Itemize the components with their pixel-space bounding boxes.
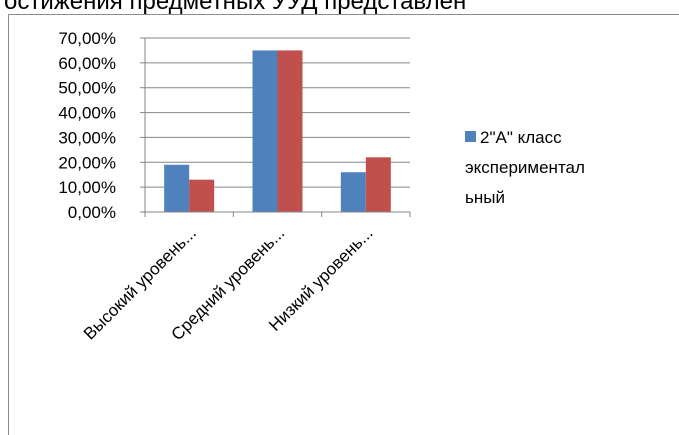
bar-series-2-1 <box>189 179 215 212</box>
bar-series-2-3 <box>365 157 391 212</box>
legend: 2"А" класс экспериментал ьный <box>465 123 679 213</box>
bar-series-1-3 <box>340 172 366 212</box>
bar-chart: 0,00% 10,00% 20,00% 30,00% 40,00% 50,00% 60,00… <box>58 29 411 344</box>
header-text: остижения предметных УУД представлен <box>4 0 467 15</box>
bars <box>164 50 391 212</box>
y-tick-label: 50,00% <box>58 79 116 98</box>
y-tick-label: 10,00% <box>58 178 116 197</box>
y-tick-label: 70,00% <box>58 29 116 48</box>
y-tick-label: 40,00% <box>58 104 116 123</box>
bar-series-1-2 <box>252 50 278 212</box>
x-category-labels: Высокий уровень...Средний уровень...Низк… <box>80 223 377 344</box>
bar-series-1-1 <box>164 164 190 212</box>
y-tick-label: 30,00% <box>58 128 116 147</box>
chart-area-border <box>8 14 679 435</box>
legend-swatch-series-1 <box>465 131 476 142</box>
y-tick-label: 0,00% <box>68 203 116 222</box>
bar-series-2-2 <box>277 50 303 212</box>
y-tick-label: 60,00% <box>58 54 116 73</box>
legend-label-series-1: 2"А" класс экспериментал ьный <box>465 128 585 207</box>
axes <box>140 37 411 217</box>
y-tick-labels: 0,00% 10,00% 20,00% 30,00% 40,00% 50,00% 60,00… <box>58 29 116 222</box>
y-tick-label: 20,00% <box>58 153 116 172</box>
